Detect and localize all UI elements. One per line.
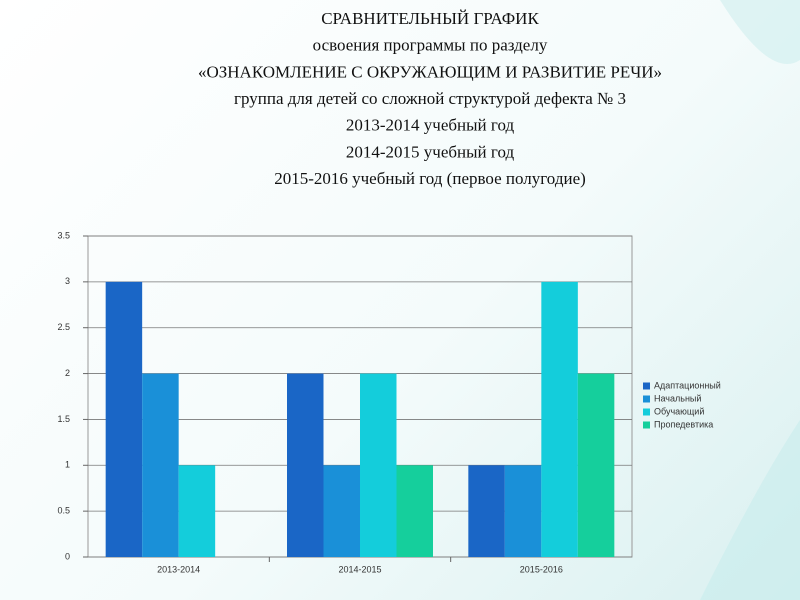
legend-label: Адаптационный: [654, 380, 721, 390]
bar: [287, 373, 324, 557]
y-tick-label: 0: [65, 551, 70, 561]
title-line: 2013-2014 учебный год: [346, 116, 515, 135]
legend-label: Начальный: [654, 393, 701, 403]
bar: [105, 281, 143, 557]
bar: [142, 373, 179, 557]
bar: [178, 465, 216, 557]
title-line: 2015-2016 учебный год (первое полугодие): [274, 169, 586, 188]
bar: [323, 465, 360, 557]
y-tick-label: 3.5: [57, 230, 70, 240]
legend-swatch: [643, 421, 650, 429]
title-line: 2014-2015 учебный год: [346, 142, 515, 161]
y-tick-label: 1.5: [57, 414, 70, 424]
legend-swatch: [643, 395, 650, 403]
x-tick-label: 2015-2016: [520, 564, 563, 574]
x-tick-label: 2013-2014: [157, 564, 200, 574]
y-tick-label: 0.5: [57, 506, 70, 516]
bar: [577, 373, 615, 557]
bar: [541, 281, 578, 557]
title-line: СРАВНИТЕЛЬНЫЙ ГРАФИК: [321, 9, 539, 28]
y-tick-label: 3: [65, 276, 70, 286]
title-line: освоения программы по разделу: [313, 36, 548, 55]
x-tick-label: 2014-2015: [338, 564, 381, 574]
legend-label: Обучающий: [654, 406, 704, 416]
legend-label: Пропедевтика: [654, 419, 713, 429]
title-line: группа для детей со сложной структурой д…: [234, 89, 626, 108]
legend-swatch: [643, 408, 650, 416]
decoration: [700, 420, 800, 600]
decoration: [720, 0, 800, 64]
y-tick-label: 2.5: [57, 322, 70, 332]
bar: [360, 373, 397, 557]
bar: [504, 465, 542, 557]
title-line: «ОЗНАКОМЛЕНИЕ С ОКРУЖАЮЩИМ И РАЗВИТИЕ РЕ…: [198, 62, 662, 81]
y-tick-label: 1: [65, 460, 70, 470]
bar: [396, 465, 433, 557]
bar: [468, 465, 505, 557]
legend-swatch: [643, 382, 650, 390]
y-tick-label: 2: [65, 368, 70, 378]
